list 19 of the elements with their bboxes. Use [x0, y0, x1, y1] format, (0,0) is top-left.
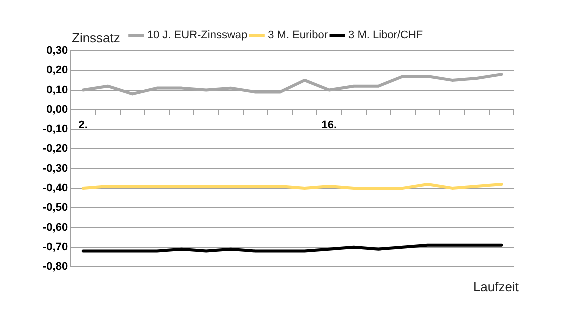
- y-tick-label: -0,50: [42, 202, 68, 214]
- y-tick-label: -0,20: [42, 143, 68, 156]
- y-tick-label: -0,60: [42, 222, 68, 234]
- y-tick-label: 0,00: [46, 104, 68, 116]
- y-tick-label: -0,10: [42, 124, 68, 136]
- x-tick-label: 2.: [78, 120, 88, 132]
- y-tick-label: 0,10: [46, 84, 68, 96]
- y-axis-title: Zinssatz: [72, 30, 120, 46]
- y-tick-label: -0,80: [42, 261, 68, 274]
- legend-label: 3 M. Euribor: [268, 30, 328, 42]
- legend-label: 3 M. Libor/CHF: [348, 30, 424, 42]
- x-axis-title: Laufzeit: [473, 280, 520, 295]
- x-tick-label: 16.: [322, 120, 338, 132]
- y-tick-label: -0,30: [42, 162, 68, 175]
- legend-label: 10 J. EUR-Zinsswap: [147, 30, 248, 42]
- y-tick-label: -0,40: [42, 182, 68, 194]
- y-tick-label: 0,30: [46, 45, 68, 58]
- y-tick-label: -0,70: [42, 241, 68, 254]
- y-tick-label: 0,20: [46, 64, 68, 77]
